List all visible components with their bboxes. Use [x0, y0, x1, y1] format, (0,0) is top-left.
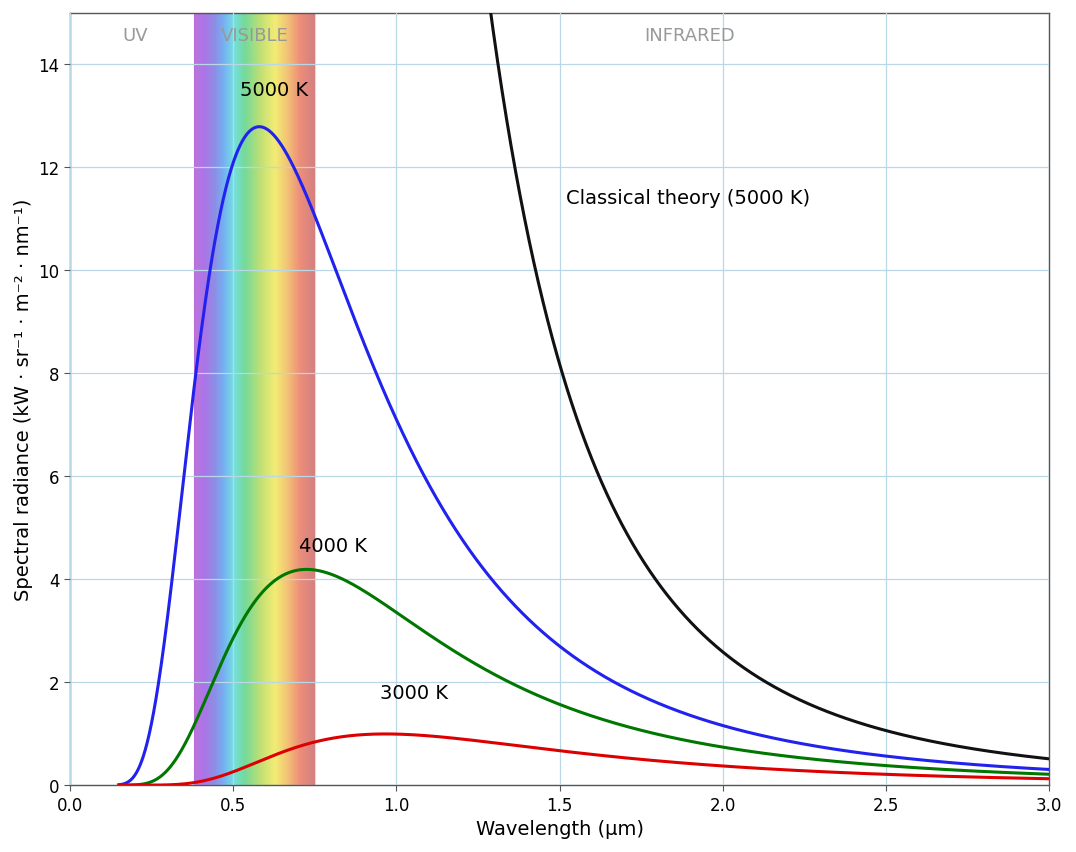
Text: 3000 K: 3000 K	[380, 682, 448, 702]
Text: 5000 K: 5000 K	[240, 81, 308, 101]
X-axis label: Wavelength (μm): Wavelength (μm)	[476, 819, 643, 838]
Text: Classical theory (5000 K): Classical theory (5000 K)	[566, 189, 810, 208]
Text: 4000 K: 4000 K	[298, 536, 367, 556]
Bar	[194, 14, 315, 786]
Text: INFRARED: INFRARED	[645, 26, 735, 44]
Y-axis label: Spectral radiance (kW · sr⁻¹ · m⁻² · nm⁻¹): Spectral radiance (kW · sr⁻¹ · m⁻² · nm⁻…	[14, 199, 33, 601]
Text: VISIBLE: VISIBLE	[221, 26, 288, 44]
Text: UV: UV	[123, 26, 148, 44]
